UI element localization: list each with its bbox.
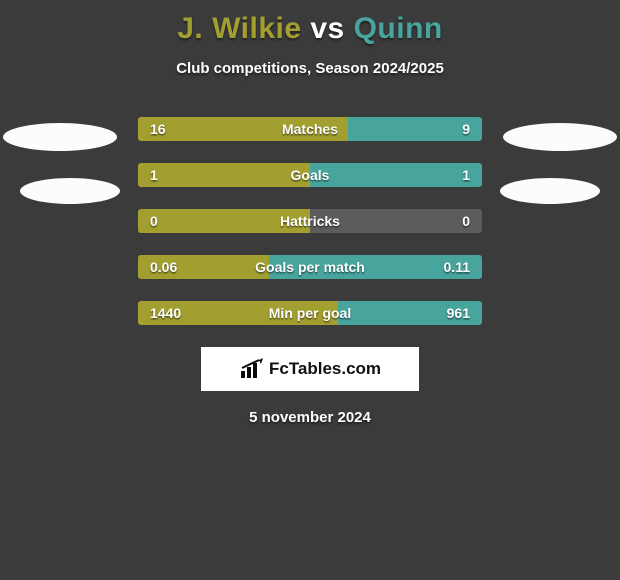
decorative-ellipse	[503, 123, 617, 151]
bar-value-left: 1440	[150, 301, 181, 325]
bar-value-right: 0	[462, 209, 470, 233]
bar-fill-right	[310, 163, 482, 187]
title-player2: Quinn	[354, 12, 443, 45]
bar-value-left: 16	[150, 117, 166, 141]
bar-label: Goals	[291, 163, 330, 187]
bar-row: 16 9 Matches	[138, 117, 482, 141]
bar-chart-icon	[239, 358, 265, 380]
page-title: J. Wilkie vs Quinn	[0, 0, 620, 46]
bar-row: 0 0 Hattricks	[138, 209, 482, 233]
bar-fill-left	[138, 163, 310, 187]
bar-label: Matches	[282, 117, 338, 141]
bar-value-right: 0.11	[444, 255, 470, 279]
logo-text: FcTables.com	[269, 359, 381, 379]
decorative-ellipse	[20, 178, 120, 204]
decorative-ellipse	[3, 123, 117, 151]
bar-value-left: 0.06	[150, 255, 177, 279]
title-player1: J. Wilkie	[177, 12, 301, 45]
subtitle: Club competitions, Season 2024/2025	[0, 60, 620, 77]
bar-row: 1 1 Goals	[138, 163, 482, 187]
decorative-ellipse	[500, 178, 600, 204]
bar-label: Goals per match	[255, 255, 365, 279]
date-label: 5 november 2024	[0, 409, 620, 426]
bar-row: 0.06 0.11 Goals per match	[138, 255, 482, 279]
bar-value-right: 1	[462, 163, 470, 187]
bar-value-left: 0	[150, 209, 158, 233]
bar-value-left: 1	[150, 163, 158, 187]
logo-box: FcTables.com	[201, 347, 419, 391]
comparison-bar-chart: 16 9 Matches 1 1 Goals 0 0 Hattricks 0.06 0.11 Goal…	[138, 117, 482, 325]
bar-row: 1440 961 Min per goal	[138, 301, 482, 325]
bar-label: Hattricks	[280, 209, 340, 233]
bar-label: Min per goal	[269, 301, 351, 325]
bar-value-right: 9	[462, 117, 470, 141]
bar-value-right: 961	[447, 301, 470, 325]
title-vs: vs	[310, 12, 344, 45]
